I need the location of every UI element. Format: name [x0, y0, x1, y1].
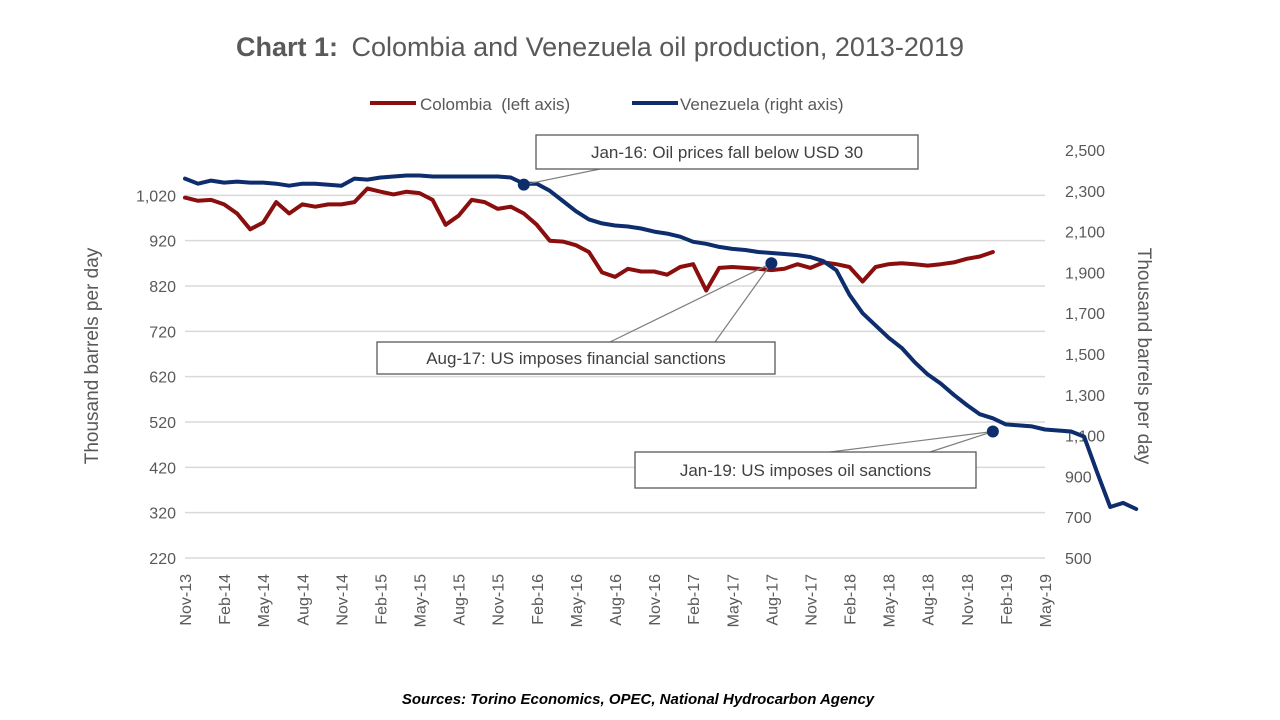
y-left-tick-label: 1,020 [136, 188, 176, 205]
x-tick-label: Feb-17 [686, 574, 703, 625]
x-tick-label: May-14 [256, 574, 273, 627]
annotation-leader [523, 168, 601, 186]
y-left-tick-label: 520 [149, 415, 176, 432]
legend-label-colombia: Colombia (left axis) [420, 95, 570, 114]
x-tick-label: Aug-18 [921, 574, 938, 626]
annotation-layer: Jan-16: Oil prices fall below USD 30 Aug-… [376, 134, 999, 489]
y-left-tick-label: 320 [149, 506, 176, 523]
chart-title-text: Colombia and Venezuela oil production, 2… [352, 32, 964, 62]
legend-label-venezuela: Venezuela (right axis) [680, 95, 843, 114]
y-left-tick-label: 820 [149, 279, 176, 296]
annotation-marker [517, 178, 530, 191]
annotation-marker [765, 257, 778, 270]
y-left-tick-label: 220 [149, 551, 176, 568]
y-axis-right: 5007009001,1001,3001,5001,7001,9002,1002… [1065, 143, 1105, 568]
x-tick-label: May-18 [882, 574, 899, 627]
x-axis: Nov-13 Feb-14 May-14 Aug-14 Nov-14 Feb-15 May-… [178, 574, 1055, 627]
y-left-tick-label: 420 [149, 460, 176, 477]
y-left-tick-label: 920 [149, 234, 176, 251]
series-layer [183, 173, 1139, 511]
x-tick-label: Nov-16 [647, 574, 664, 626]
chart-title: Chart 1: Colombia and Venezuela oil prod… [236, 32, 964, 62]
y-right-tick-label: 1,500 [1065, 347, 1105, 364]
annotation-leader [929, 430, 994, 453]
annotation-box [535, 134, 919, 170]
y-left-tick-label: 620 [149, 370, 176, 387]
y-right-tick-label: 1,300 [1065, 388, 1105, 405]
x-tick-label: Feb-16 [530, 574, 547, 625]
y-right-tick-label: 900 [1065, 469, 1092, 486]
y-axis-left: 220 320 420 520 620 720 820 920 1,020 [136, 188, 176, 568]
x-tick-label: Nov-18 [960, 574, 977, 626]
x-tick-label: May-15 [413, 574, 430, 627]
series-line-venezuela [183, 173, 1139, 511]
y-right-tick-label: 1,900 [1065, 265, 1105, 282]
series-line-colombia [183, 186, 995, 293]
annotation-label: Jan-16: Oil prices fall below USD 30 [591, 143, 863, 162]
annotation-box [634, 451, 977, 489]
y-right-tick-label: 2,300 [1065, 184, 1105, 201]
y-axis-left-title: Thousand barrels per day [82, 247, 103, 464]
source-note: Sources: Torino Economics, OPEC, Nationa… [402, 691, 875, 708]
annotation-leader [609, 262, 772, 343]
annotation-leader [714, 262, 772, 343]
y-axis-right-title: Thousand barrels per day [1133, 248, 1154, 465]
annotation-label: Jan-19: US imposes oil sanctions [680, 461, 931, 480]
x-tick-label: Aug-15 [452, 574, 469, 626]
y-right-tick-label: 500 [1065, 551, 1092, 568]
legend: Colombia (left axis) Venezuela (right ax… [370, 95, 843, 114]
svg-text:Chart 1: Colombia and Ve: Chart 1: Colombia and Venezuela oil prod… [236, 32, 964, 62]
x-tick-label: May-16 [569, 574, 586, 627]
x-tick-label: May-17 [725, 574, 742, 627]
x-tick-label: Feb-19 [999, 574, 1016, 625]
x-tick-label: Feb-18 [843, 574, 860, 625]
x-tick-label: Nov-15 [491, 574, 508, 626]
x-tick-label: May-19 [1038, 574, 1055, 627]
gridlines [185, 194, 1045, 559]
annotation-leader [829, 430, 993, 453]
x-tick-label: Aug-14 [295, 574, 312, 626]
x-tick-label: Nov-17 [803, 574, 820, 626]
y-left-tick-label: 720 [149, 324, 176, 341]
x-tick-label: Nov-13 [178, 574, 195, 626]
x-tick-label: Aug-16 [608, 574, 625, 626]
y-right-tick-label: 2,500 [1065, 143, 1105, 160]
x-tick-label: Feb-15 [373, 574, 390, 625]
y-right-tick-label: 2,100 [1065, 225, 1105, 242]
chart-title-bold: Chart 1: [236, 32, 338, 62]
annotation-label: Aug-17: US imposes financial sanctions [426, 349, 726, 368]
y-right-tick-label: 700 [1065, 510, 1092, 527]
x-tick-label: Nov-14 [334, 574, 351, 626]
x-tick-label: Aug-17 [764, 574, 781, 626]
annotation-marker [986, 425, 999, 438]
annotation-box [376, 341, 776, 375]
x-tick-label: Feb-14 [217, 574, 234, 625]
y-right-tick-label: 1,700 [1065, 306, 1105, 323]
